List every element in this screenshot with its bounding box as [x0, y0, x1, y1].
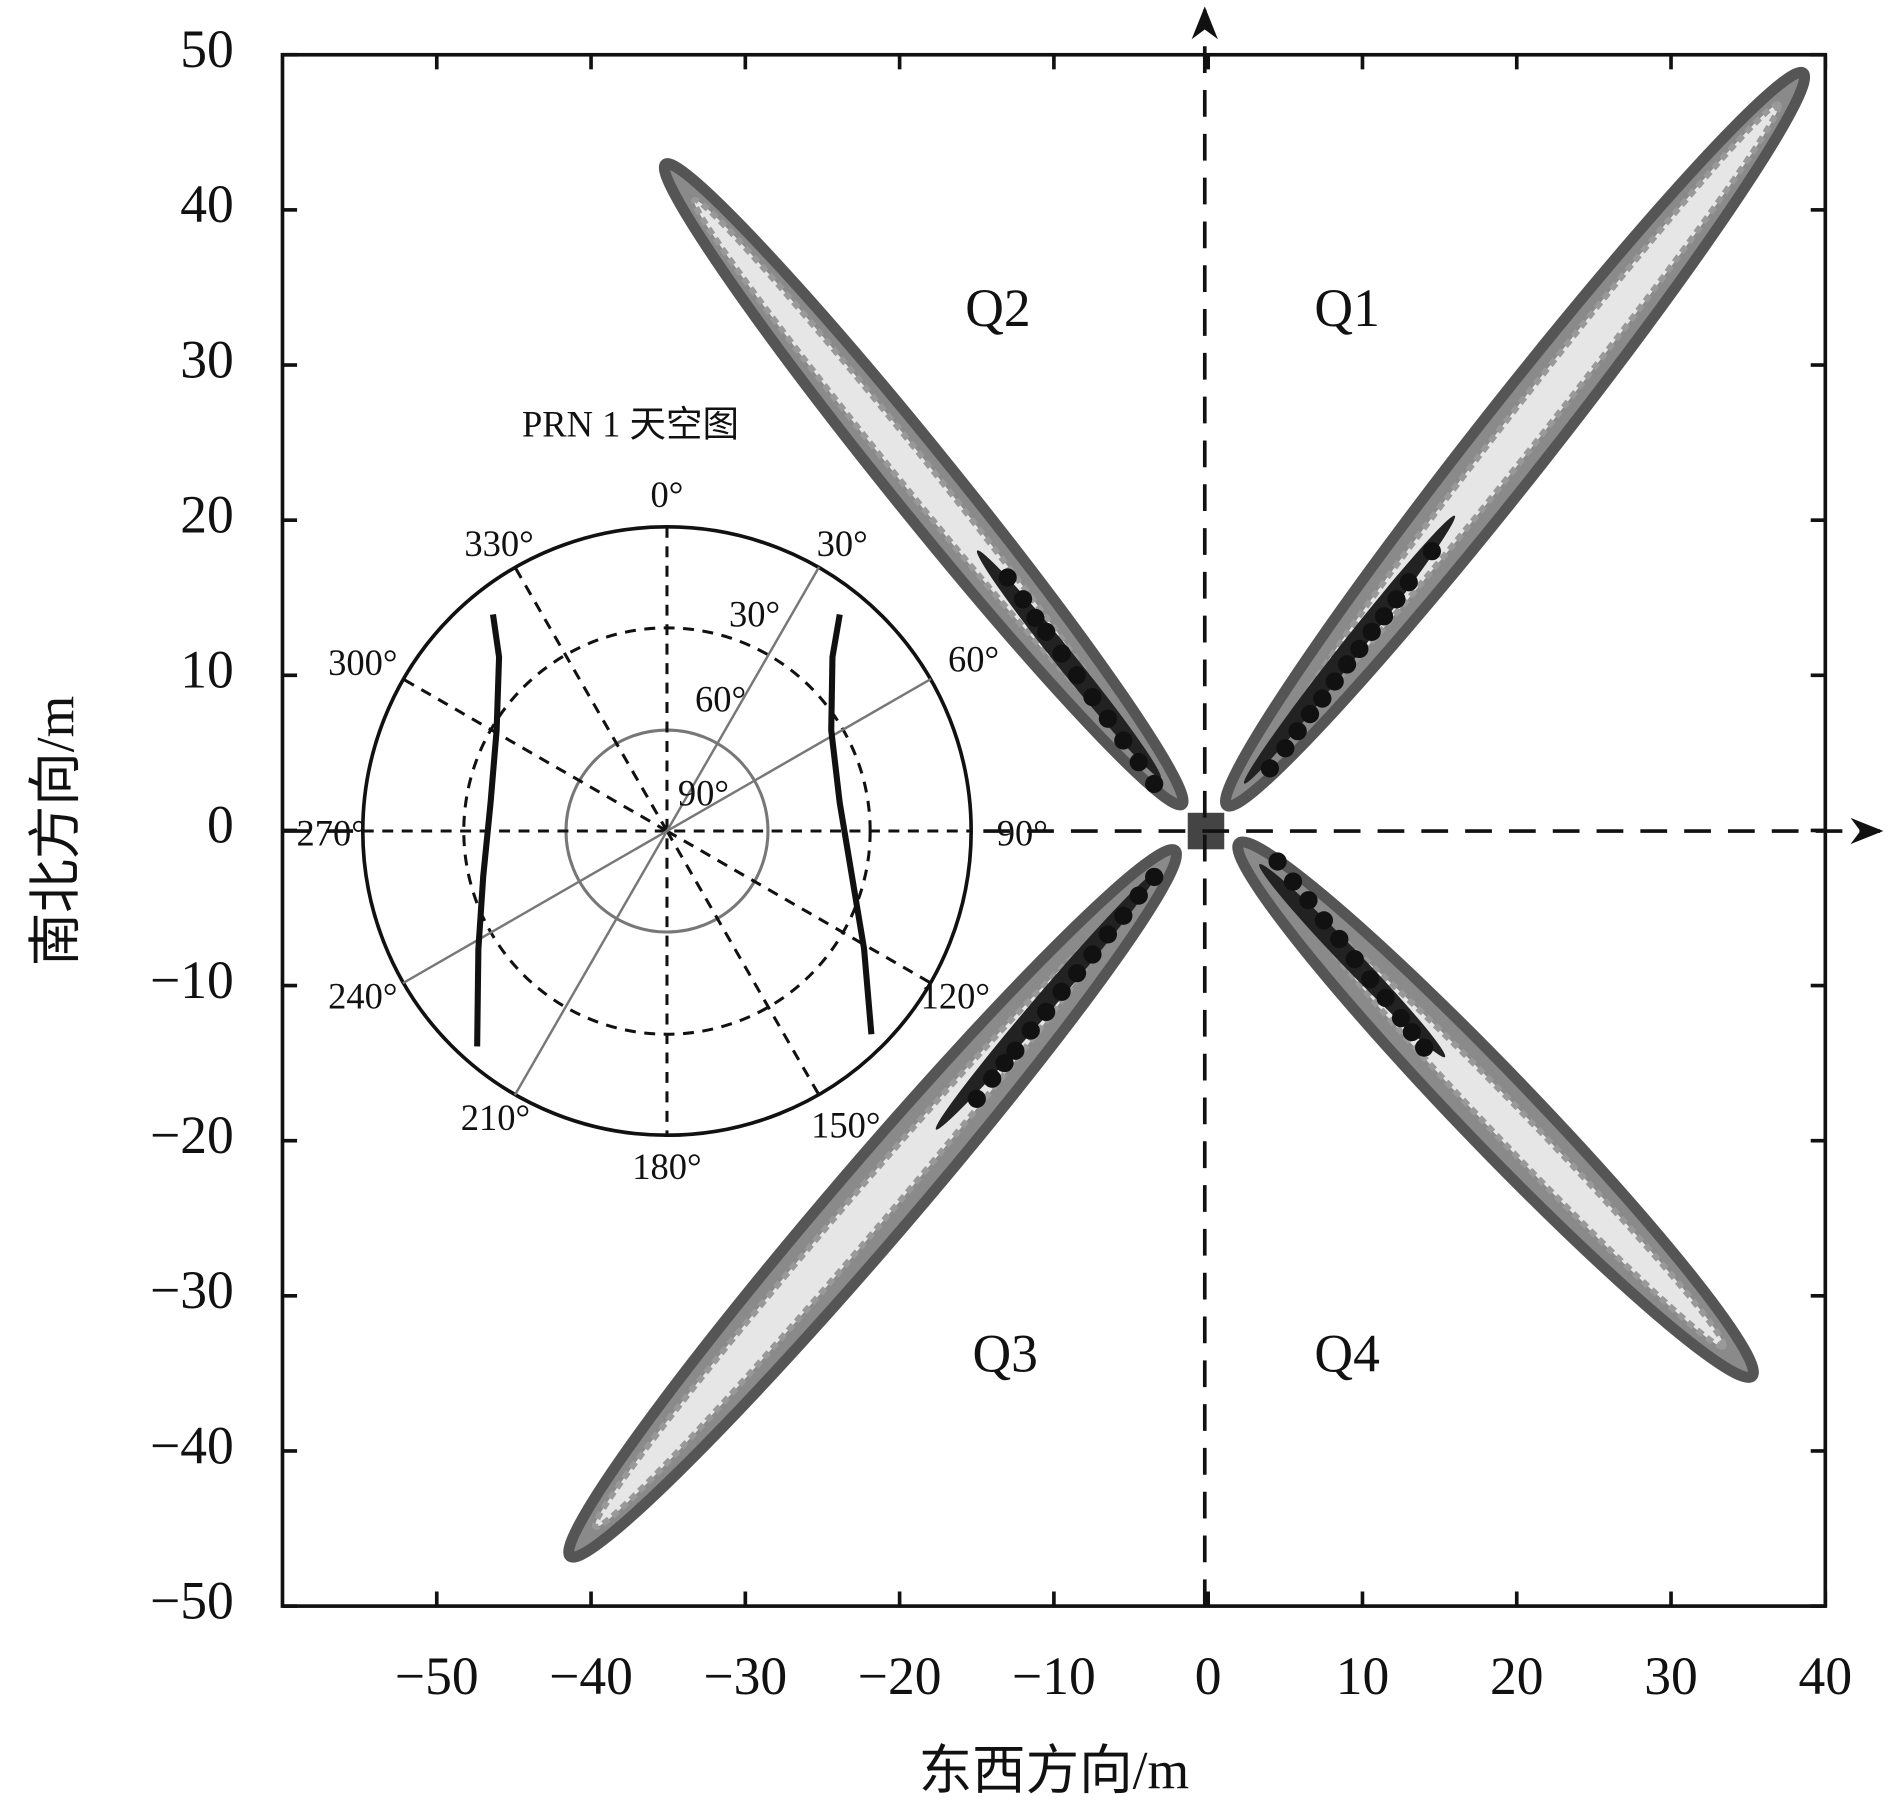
- azimuth-label: 90°: [997, 812, 1048, 853]
- scatter-point: [1083, 945, 1102, 964]
- scatter-point: [1114, 731, 1133, 750]
- scatter-point: [1300, 704, 1320, 724]
- scatter-point: [1114, 906, 1133, 925]
- scatter-point: [1129, 753, 1148, 772]
- x-tick-label: 0: [1195, 1646, 1222, 1706]
- azimuth-label: 270°: [296, 812, 365, 853]
- azimuth-label: 240°: [328, 976, 397, 1017]
- scatter-point: [1330, 929, 1349, 949]
- y-tick-label: 10: [180, 640, 234, 700]
- scatter-point: [1026, 608, 1045, 628]
- scatter-point: [967, 1089, 986, 1108]
- y-tick-label: −30: [150, 1260, 234, 1320]
- y-tick-label: 20: [180, 484, 234, 544]
- scatter-point: [1129, 886, 1148, 905]
- azimuth-label: 60°: [948, 639, 999, 680]
- scatter-point: [1345, 950, 1364, 969]
- scatter-point: [1098, 709, 1118, 728]
- azimuth-label: 120°: [921, 976, 990, 1017]
- quadrant-label: Q4: [1314, 1323, 1379, 1383]
- x-tick-label: −20: [858, 1646, 942, 1706]
- scatter-point: [1391, 1009, 1411, 1028]
- quadrant-label: Q2: [965, 278, 1030, 338]
- scatter-point: [1399, 573, 1418, 592]
- elevation-label: 30°: [729, 593, 780, 634]
- elevation-label: 60°: [695, 679, 746, 720]
- azimuth-label: 210°: [461, 1097, 530, 1138]
- scatter-point: [1268, 852, 1287, 871]
- scatter-point: [1314, 911, 1334, 930]
- elevation-label: 90°: [678, 772, 729, 813]
- y-tick-label: 0: [207, 795, 234, 855]
- scatter-point: [983, 1069, 1002, 1088]
- scatter-point: [1276, 739, 1295, 758]
- scatter-point: [1361, 970, 1380, 989]
- quadrant-label: Q1: [1314, 278, 1379, 338]
- azimuth-label: 300°: [328, 642, 397, 683]
- y-axis-label: 南北方向/m: [25, 696, 85, 967]
- scatter-point: [1387, 590, 1406, 609]
- y-tick-label: −10: [150, 950, 234, 1010]
- scatter-point: [1362, 622, 1381, 641]
- scatter-point: [1350, 639, 1369, 659]
- azimuth-label: 330°: [464, 523, 533, 564]
- scatter-point: [1052, 982, 1071, 1001]
- scatter-point: [1283, 872, 1303, 891]
- scatter-point: [995, 1054, 1014, 1073]
- scatter-point: [998, 568, 1017, 587]
- x-tick-label: 10: [1336, 1646, 1390, 1706]
- x-tick-label: −30: [703, 1646, 787, 1706]
- x-axis-label: 东西方向/m: [919, 1741, 1190, 1801]
- scatter-point: [1052, 644, 1071, 663]
- sky-plot: [360, 525, 973, 1138]
- inset-title: PRN 1 天空图: [522, 404, 739, 445]
- scatter-point: [1037, 622, 1056, 641]
- scatter-point: [1402, 1022, 1421, 1042]
- scatter-point: [1006, 1041, 1025, 1060]
- scatter-point: [1037, 1002, 1056, 1022]
- y-tick-label: 30: [180, 329, 234, 389]
- x-tick-label: 20: [1490, 1646, 1544, 1706]
- y-tick-label: −20: [150, 1105, 234, 1165]
- y-tick-label: −50: [150, 1570, 234, 1630]
- scatter-point: [1415, 1038, 1434, 1057]
- scatter-point: [1374, 607, 1394, 626]
- scatter-point: [1422, 542, 1442, 561]
- y-tick-label: 40: [180, 174, 234, 234]
- scatter-point: [1145, 867, 1164, 887]
- x-tick-label: −50: [395, 1646, 479, 1706]
- quadrant-label: Q3: [973, 1323, 1038, 1383]
- scatter-point: [1288, 722, 1307, 741]
- scatter-point: [1260, 759, 1280, 778]
- scatter-point: [1098, 925, 1118, 944]
- scatter-point: [1067, 964, 1087, 983]
- scatter-point: [1337, 655, 1357, 674]
- y-tick-label: 50: [180, 19, 234, 79]
- x-tick-label: 30: [1644, 1646, 1698, 1706]
- scatter-point: [1145, 774, 1164, 794]
- y-tick-label: −40: [150, 1415, 234, 1475]
- scatter-point: [1299, 891, 1318, 910]
- azimuth-label: 150°: [811, 1105, 880, 1146]
- scatter-point: [1313, 689, 1332, 708]
- scatter-point: [1021, 1021, 1040, 1040]
- azimuth-label: 180°: [632, 1146, 701, 1187]
- x-tick-label: 40: [1799, 1646, 1853, 1706]
- scatter-point: [1325, 672, 1344, 691]
- x-tick-label: −40: [549, 1646, 633, 1706]
- scatter-point: [1067, 666, 1087, 685]
- scatter-point: [1083, 687, 1102, 707]
- scatter-point: [1376, 988, 1395, 1008]
- x-tick-label: −10: [1012, 1646, 1096, 1706]
- azimuth-label: 0°: [651, 474, 684, 515]
- azimuth-label: 30°: [817, 523, 868, 564]
- scatter-point: [1013, 590, 1033, 609]
